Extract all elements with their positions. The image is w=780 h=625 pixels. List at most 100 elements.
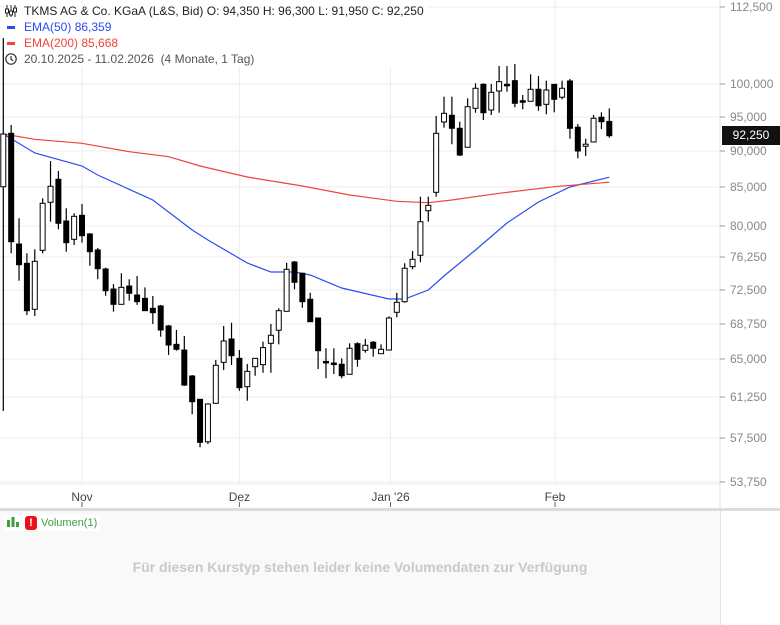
candle-body [86,233,93,253]
ema-line-ema50 [2,133,610,300]
x-tick-label: Feb [545,490,566,504]
candle [236,350,243,391]
candle-body [212,364,219,404]
candle [197,398,204,448]
candle [157,304,164,337]
candle-body [370,341,377,349]
grid [0,0,720,485]
candle [31,249,38,317]
ema50-swatch-icon [7,25,15,29]
pane-separator[interactable] [0,508,780,511]
x-tick-label: Dez [229,490,250,504]
candle [307,292,314,323]
candle-body [267,334,274,344]
candle-body [433,132,440,193]
candle-body [519,100,526,103]
candle-body [31,260,38,310]
candle [149,295,156,324]
candle [559,80,566,100]
candle [606,108,613,138]
candle [409,250,416,270]
candle [590,115,597,143]
candle [8,125,15,254]
candle [496,66,503,113]
candle-body [220,340,227,363]
candlestick-icon[interactable] [4,5,18,17]
candle [102,267,109,296]
y-tick-label: 80,000 [730,219,767,233]
y-tick-label: 85,000 [730,180,767,194]
candle [79,204,86,243]
candle-body [582,143,589,147]
candle [118,273,125,305]
candle-body [346,347,353,375]
candle [472,83,479,113]
candle-body [8,132,15,243]
candle [315,317,322,370]
candle [252,357,259,376]
candle [173,329,180,351]
warning-icon[interactable]: ! [25,516,37,530]
candles [0,38,613,448]
candle-body [204,403,211,443]
price-chart[interactable]: 112,500 100,000 95,000 90,000 85,000 80,000 76… [0,0,780,508]
candle-body [299,272,306,303]
candle-body [590,117,597,143]
candle-body [0,133,7,188]
no-volume-message: Für diesen Kurstyp stehen leider keine V… [132,559,588,575]
candle-body [330,362,337,366]
candle [141,287,148,312]
candle-body [275,310,282,331]
ema50-value: 86,359 [74,20,112,34]
candle-body [102,268,109,292]
time-axis[interactable]: Nov Dez Jan '26 Feb [71,490,566,507]
candle [362,339,369,353]
volume-axis [720,511,780,625]
candle-body [173,343,180,350]
ema200-swatch-icon [7,41,15,45]
candle-body [543,89,550,105]
candle [503,66,510,92]
candle [354,342,361,367]
candle [16,218,23,281]
bar-chart-icon [7,516,19,530]
y-tick-label: 95,000 [730,110,767,124]
open-value: O: 94,350 [206,4,260,18]
high-value: H: 96,300 [262,4,315,18]
candle [204,403,211,444]
candle-body [551,83,558,100]
y-tick-label: 72,500 [730,283,767,297]
candle-body [307,298,314,323]
candle [220,325,227,371]
candle-body [441,112,448,123]
close-value: C: 92,250 [371,4,424,18]
candle [110,284,117,312]
candle [322,348,329,379]
candle [433,116,440,197]
candle-body [417,221,424,256]
candle-body [55,178,62,224]
candle [63,208,70,252]
ema200-row[interactable]: EMA(200) 85,668 [4,35,424,51]
candle-body [503,83,510,87]
candle-body [157,305,164,331]
candle [55,171,62,230]
candle-body [94,249,101,270]
candle [39,198,46,254]
candle [134,276,141,305]
candle-body [606,120,613,137]
candle [126,279,133,301]
range-row: 20.10.2025 - 11.02.2026 (4 Monate, 1 Tag… [4,51,424,67]
candle [598,112,605,129]
x-tick-label: Nov [71,490,92,504]
candle [291,260,298,290]
ema50-row[interactable]: EMA(50) 86,359 [4,19,424,35]
candle [244,363,251,401]
ema-line-ema200 [3,133,610,204]
candle [346,343,353,375]
ema50-label: EMA(50) [24,20,72,34]
volume-legend[interactable]: ! Volumen(1) [4,515,101,531]
candle-body [315,317,322,352]
price-axis[interactable]: 112,500 100,000 95,000 90,000 85,000 80,000 76… [720,0,774,489]
y-tick-label: 61,250 [730,390,767,404]
